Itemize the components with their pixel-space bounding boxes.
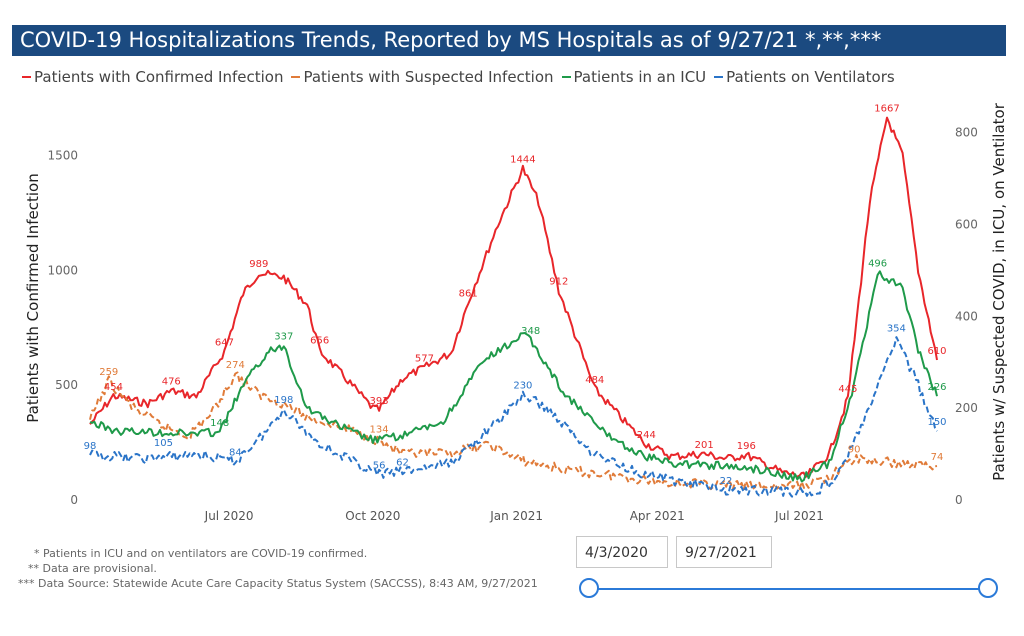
data-label: 1444 bbox=[510, 155, 535, 166]
y2-tick-label: 0 bbox=[955, 493, 963, 507]
x-tick-label: Jan 2021 bbox=[489, 509, 543, 523]
data-label: 134 bbox=[370, 424, 389, 435]
data-label: 198 bbox=[274, 395, 293, 406]
legend-item-suspected[interactable]: Patients with Suspected Infection bbox=[291, 68, 554, 86]
series-line-1 bbox=[89, 371, 938, 491]
data-label: 226 bbox=[927, 382, 946, 393]
data-label: 393 bbox=[370, 396, 389, 407]
data-label: 610 bbox=[927, 346, 946, 357]
footnote-icu: * Patients in ICU and on ventilators are… bbox=[34, 547, 368, 560]
series-line-2 bbox=[89, 270, 938, 483]
data-label: 354 bbox=[887, 323, 906, 334]
data-label: 454 bbox=[104, 382, 123, 393]
legend-label-ventilators: Patients on Ventilators bbox=[726, 68, 895, 86]
data-label: 484 bbox=[585, 375, 604, 386]
series-line-0 bbox=[89, 116, 938, 478]
data-label: 62 bbox=[396, 458, 409, 469]
data-label: 90 bbox=[848, 445, 861, 456]
y-tick-label: 500 bbox=[55, 378, 78, 392]
data-label: 244 bbox=[637, 430, 656, 441]
y-tick-label: 1500 bbox=[47, 149, 78, 163]
data-label: 56 bbox=[373, 460, 386, 471]
start-date-input[interactable]: 4/3/2020 bbox=[576, 536, 668, 568]
data-label: 274 bbox=[226, 360, 245, 371]
legend-swatch-icu bbox=[561, 76, 571, 78]
y2-tick-label: 600 bbox=[955, 218, 978, 232]
y2-tick-label: 200 bbox=[955, 401, 978, 415]
legend-swatch-confirmed bbox=[22, 76, 31, 78]
data-label: 259 bbox=[99, 367, 118, 378]
legend-label-confirmed: Patients with Confirmed Infection bbox=[34, 68, 284, 86]
y2-tick-label: 800 bbox=[955, 126, 978, 140]
y-axis-title: Patients with Confirmed Infection bbox=[24, 173, 42, 422]
x-tick-label: Jul 2021 bbox=[774, 509, 824, 523]
data-label: 348 bbox=[521, 326, 540, 337]
data-label: 98 bbox=[84, 441, 97, 452]
y2-axis-title: Patients w/ Suspected COVID, in ICU, on … bbox=[990, 102, 1008, 481]
date-slider-start-handle[interactable] bbox=[579, 578, 599, 598]
data-label: 150 bbox=[927, 417, 946, 428]
y-tick-label: 0 bbox=[70, 493, 78, 507]
data-label: 1667 bbox=[874, 103, 899, 114]
legend-label-suspected: Patients with Suspected Infection bbox=[303, 68, 554, 86]
y2-tick-label: 400 bbox=[955, 309, 978, 323]
data-label: 74 bbox=[931, 452, 944, 463]
legend-swatch-suspected bbox=[291, 76, 301, 78]
data-label: 656 bbox=[310, 335, 329, 346]
data-label: 230 bbox=[513, 380, 532, 391]
legend-swatch-ventilators bbox=[714, 76, 724, 78]
y-tick-label: 1000 bbox=[47, 263, 78, 277]
chart-title: COVID-19 Hospitalizations Trends, Report… bbox=[12, 25, 1006, 56]
data-label: 496 bbox=[868, 258, 887, 269]
date-slider-end-handle[interactable] bbox=[978, 578, 998, 598]
x-tick-label: Jul 2020 bbox=[204, 509, 254, 523]
x-tick-label: Oct 2020 bbox=[345, 509, 400, 523]
legend-item-ventilators[interactable]: Patients on Ventilators bbox=[714, 68, 895, 86]
x-tick-label: Apr 2021 bbox=[630, 509, 685, 523]
legend-item-icu[interactable]: Patients in an ICU bbox=[561, 68, 707, 86]
data-label: 22 bbox=[720, 476, 733, 487]
data-label: 84 bbox=[229, 447, 242, 458]
data-label: 196 bbox=[737, 441, 756, 452]
data-label: 337 bbox=[274, 331, 293, 342]
chart-legend[interactable]: Patients with Confirmed Infection Patien… bbox=[22, 66, 903, 88]
data-label: 201 bbox=[695, 440, 714, 451]
data-label: 445 bbox=[838, 384, 857, 395]
series-line-3 bbox=[89, 336, 938, 498]
data-label: 476 bbox=[162, 377, 181, 388]
legend-item-confirmed[interactable]: Patients with Confirmed Infection bbox=[22, 68, 283, 86]
end-date-input[interactable]: 9/27/2021 bbox=[676, 536, 772, 568]
legend-label-icu: Patients in an ICU bbox=[573, 68, 707, 86]
date-slider-track[interactable] bbox=[590, 588, 988, 590]
data-label: 912 bbox=[549, 277, 568, 288]
data-label: 105 bbox=[154, 438, 173, 449]
data-label: 148 bbox=[210, 418, 229, 429]
data-label: 989 bbox=[249, 259, 268, 270]
footnote-source: *** Data Source: Statewide Acute Care Ca… bbox=[18, 577, 538, 590]
data-label: 647 bbox=[215, 337, 234, 348]
data-label: 577 bbox=[415, 354, 434, 365]
footnotes: * Patients in ICU and on ventilators are… bbox=[18, 546, 538, 591]
footnote-provisional: ** Data are provisional. bbox=[28, 562, 157, 575]
data-label: 861 bbox=[459, 288, 478, 299]
